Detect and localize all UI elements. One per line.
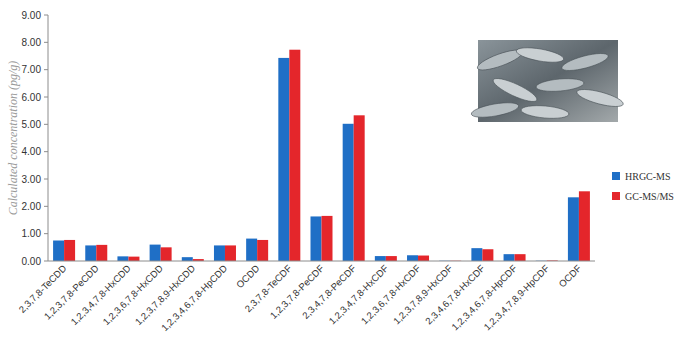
bar <box>225 245 236 261</box>
y-tick <box>44 261 48 262</box>
bar <box>257 240 268 261</box>
chart: 0.00 1.00 2.00 3.00 4.00 5.00 6.00 7.00 8.00 9.00… <box>0 0 700 355</box>
bar <box>407 255 418 261</box>
bar <box>289 50 300 261</box>
x-axis-line <box>48 261 595 262</box>
legend: HRGC-MS GC-MS/MS <box>612 171 674 202</box>
y-tick <box>44 97 48 98</box>
bars <box>53 50 590 261</box>
photo-fish <box>536 77 585 93</box>
bar <box>85 245 96 261</box>
y-tick <box>44 233 48 234</box>
bar <box>375 256 386 261</box>
y-tick-label: 0.00 <box>22 256 42 267</box>
y-tick-label: 7.00 <box>22 64 42 75</box>
bar <box>161 247 172 261</box>
bar <box>246 239 257 261</box>
bar <box>53 241 64 262</box>
photo-fish <box>515 45 564 65</box>
x-tick-label: 1,2,3,4,7,8,9-HpCDF <box>481 262 551 332</box>
x-tick-label: 1,2,3,6,7,8-HxCDF <box>359 263 423 327</box>
legend-swatch <box>612 172 620 180</box>
photo <box>470 40 624 122</box>
y-tick-label: 5.00 <box>22 119 42 130</box>
x-axis: 2,3,7,8-TeCDD1,2,3,7,8-PeCDD1,2,3,4,7,8-… <box>16 262 583 333</box>
x-tick-label: 1,2,3,7,8-PeCDF <box>268 263 326 321</box>
y-tick-label: 3.00 <box>22 174 42 185</box>
x-tick-label: OCDF <box>557 263 584 290</box>
y-tick <box>44 179 48 180</box>
bar <box>504 254 515 261</box>
x-tick-label: 1,2,3,4,6,7,8-HpCDD <box>159 263 230 334</box>
bar <box>311 216 322 261</box>
bar <box>278 58 289 261</box>
y-tick <box>44 206 48 207</box>
y-tick-label: 6.00 <box>22 92 42 103</box>
x-tick-label: 1,2,3,4,7,8-HxCDD <box>68 263 133 328</box>
bar <box>64 240 75 261</box>
bar <box>568 197 579 261</box>
bar <box>214 245 225 261</box>
bar <box>471 248 482 261</box>
y-tick <box>44 124 48 125</box>
x-tick-label: OCDD <box>234 263 262 291</box>
photo-fish <box>470 100 519 120</box>
bar <box>150 245 161 261</box>
bar <box>182 257 193 261</box>
bar <box>128 257 139 261</box>
bar <box>96 245 107 261</box>
legend-swatch <box>612 192 620 200</box>
y-title: Calculated concentration (pg/g) <box>6 61 20 216</box>
bar <box>354 115 365 261</box>
x-tick-label: 1,2,3,7,8,9-HxCDD <box>133 263 198 328</box>
x-tick-label: 1,2,3,7,8-PeCDD <box>42 263 101 322</box>
legend-label: GC-MS/MS <box>625 191 674 202</box>
y-tick <box>44 15 48 16</box>
photo-fish <box>491 74 540 105</box>
bar <box>117 256 128 261</box>
bar <box>579 191 590 261</box>
y-tick-label: 4.00 <box>22 146 42 157</box>
photo-fish <box>575 86 624 110</box>
bar <box>386 256 397 261</box>
y-tick-label: 2.00 <box>22 201 42 212</box>
y-tick <box>44 69 48 70</box>
legend-label: HRGC-MS <box>625 171 671 182</box>
x-tick-label: 1,2,3,7,8,9-HxCDF <box>391 263 455 327</box>
y-tick-label: 9.00 <box>22 10 42 21</box>
bar <box>515 254 526 261</box>
x-tick-label: 1,2,3,4,7,8-HxCDF <box>326 263 390 327</box>
y-axis-line <box>48 15 49 261</box>
bar <box>418 256 429 261</box>
photo-fish <box>560 50 609 74</box>
y-tick <box>44 151 48 152</box>
bar <box>343 124 354 261</box>
bar <box>482 249 493 261</box>
x-tick-label: 2,3,4,7,8-PeCDF <box>300 263 358 321</box>
y-tick-label: 1.00 <box>22 228 42 239</box>
y-tick-label: 8.00 <box>22 37 42 48</box>
x-tick-label: 1,2,3,6,7,8-HxCDD <box>100 263 165 328</box>
y-axis: 0.00 1.00 2.00 3.00 4.00 5.00 6.00 7.00 8.00 9.00 <box>22 10 48 267</box>
bar <box>322 216 333 261</box>
x-tick-label: 2,3,4,6,7,8-HxCDF <box>423 263 487 327</box>
photo-fish <box>521 104 570 120</box>
y-tick <box>44 42 48 43</box>
